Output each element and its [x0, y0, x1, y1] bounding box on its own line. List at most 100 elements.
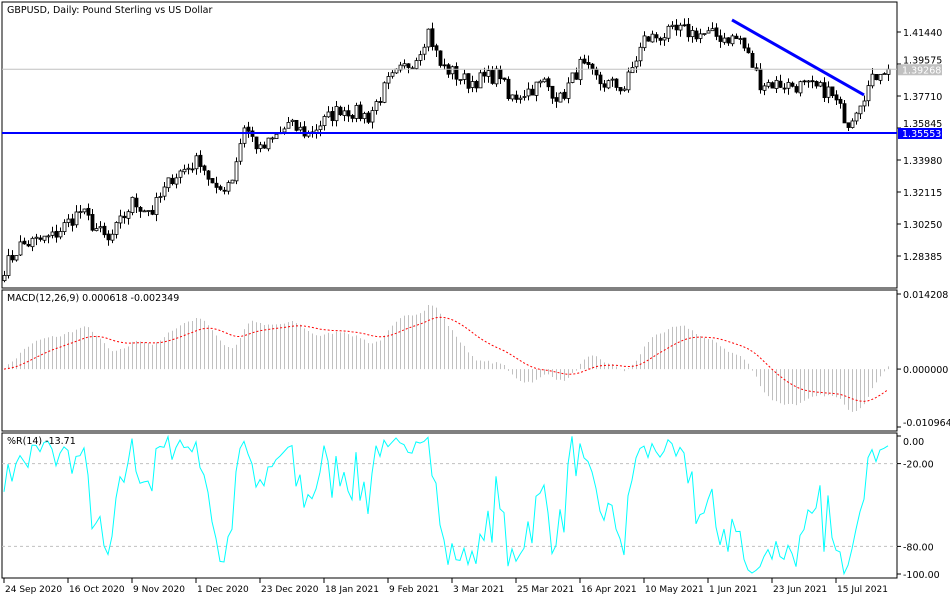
williams-r-panel[interactable]: %R(14) -13.71 0.00 -20.00 -80.00 -100.00 [1, 432, 940, 581]
candle [398, 61, 403, 73]
price-tick-label: 1.30250 [903, 220, 942, 231]
candle-body [482, 71, 487, 77]
candle-body [586, 61, 591, 65]
candle [258, 141, 263, 153]
candle-body [26, 243, 31, 247]
candle [46, 234, 51, 244]
candle-body [518, 97, 523, 100]
main-panel[interactable]: GBPUSD, Daily: Pound Sterling vs US Doll… [1, 1, 942, 289]
candle-body [626, 71, 631, 91]
candle-body [302, 126, 307, 137]
williams-r-line [3, 434, 889, 576]
candle-body [618, 87, 623, 92]
candle [614, 78, 619, 91]
candle-body [846, 122, 851, 128]
candle [234, 157, 239, 185]
candle [342, 106, 347, 122]
candle [386, 72, 391, 90]
candle-body [450, 66, 455, 75]
candle [870, 67, 875, 89]
williams-r-tick-label: -80.00 [903, 542, 934, 553]
time-tick-label: 3 Mar 2021 [453, 585, 504, 595]
candle-body [694, 30, 699, 40]
candle-body [818, 82, 823, 87]
candle-body [194, 155, 199, 170]
candle-body [746, 47, 751, 54]
macd-panel[interactable]: MACD(12,26,9) 0.000618 -0.002349 0.01420… [1, 289, 950, 432]
price-tick-label: 1.33980 [903, 156, 942, 167]
time-tick-label: 23 Jun 2021 [773, 585, 827, 595]
candles [2, 17, 891, 283]
candle-body [678, 24, 683, 31]
candle-body [550, 85, 555, 99]
candle-body [822, 82, 827, 99]
candle-body [486, 70, 491, 77]
williams-r-tick-label: -100.00 [903, 570, 940, 581]
candle-body [238, 143, 243, 162]
candle [58, 227, 63, 240]
candle-body [382, 82, 387, 103]
candle [170, 174, 175, 186]
candle-body [526, 88, 531, 97]
candle [438, 50, 443, 68]
candle [18, 235, 23, 257]
candle-body [166, 177, 171, 189]
candle [422, 43, 427, 61]
time-tick-label: 1 Jun 2021 [709, 585, 757, 595]
candle-body [766, 82, 771, 87]
candle [118, 209, 123, 229]
candle-body [274, 133, 279, 140]
price-axis[interactable]: 1.41440 1.39575 1.37710 1.35845 1.33980 1.321… [897, 28, 942, 263]
candle-body [330, 111, 335, 122]
candle [402, 59, 407, 69]
candle [274, 133, 279, 140]
candle-body [46, 235, 51, 238]
candle [290, 118, 295, 126]
candle [678, 22, 683, 37]
candle [714, 23, 719, 41]
candle [126, 209, 131, 225]
candle [442, 58, 447, 70]
candle [826, 81, 831, 104]
candle [642, 31, 647, 51]
time-axis[interactable]: 24 Sep 2020 16 Oct 2020 9 Nov 2020 1 Dec 20… [3, 578, 888, 595]
price-tick-label: 1.39575 [903, 55, 942, 66]
candle [178, 169, 183, 184]
candle-body [874, 74, 879, 81]
candle-body [702, 33, 707, 35]
candle [690, 25, 695, 43]
candle-body [554, 97, 559, 102]
candle-body [594, 68, 599, 76]
candle [770, 81, 775, 89]
candle [742, 37, 747, 52]
candle-body [438, 50, 443, 66]
candle-body [534, 81, 539, 96]
candle [702, 33, 707, 36]
candle [70, 213, 75, 232]
candle [426, 28, 431, 52]
time-tick-label: 16 Oct 2020 [69, 585, 125, 595]
candle [230, 179, 235, 184]
candle [270, 136, 275, 143]
candle-body [134, 197, 139, 208]
candle-body [458, 79, 463, 81]
candle [98, 221, 103, 233]
candle [370, 106, 375, 129]
candle-body [130, 196, 135, 213]
candle-body [370, 110, 375, 123]
candle-body [170, 177, 175, 185]
candle-body [638, 46, 643, 62]
macd-tick-label: 0.014208 [903, 290, 948, 301]
candle-body [658, 37, 663, 41]
candle [598, 71, 603, 91]
candle [418, 50, 423, 66]
candle [194, 152, 199, 175]
candle-body [682, 24, 687, 27]
candle [222, 187, 227, 195]
candle-body [806, 80, 811, 83]
candle [2, 270, 7, 283]
candle-body [34, 236, 39, 239]
candle-body [662, 37, 667, 41]
candle-body [234, 161, 239, 182]
